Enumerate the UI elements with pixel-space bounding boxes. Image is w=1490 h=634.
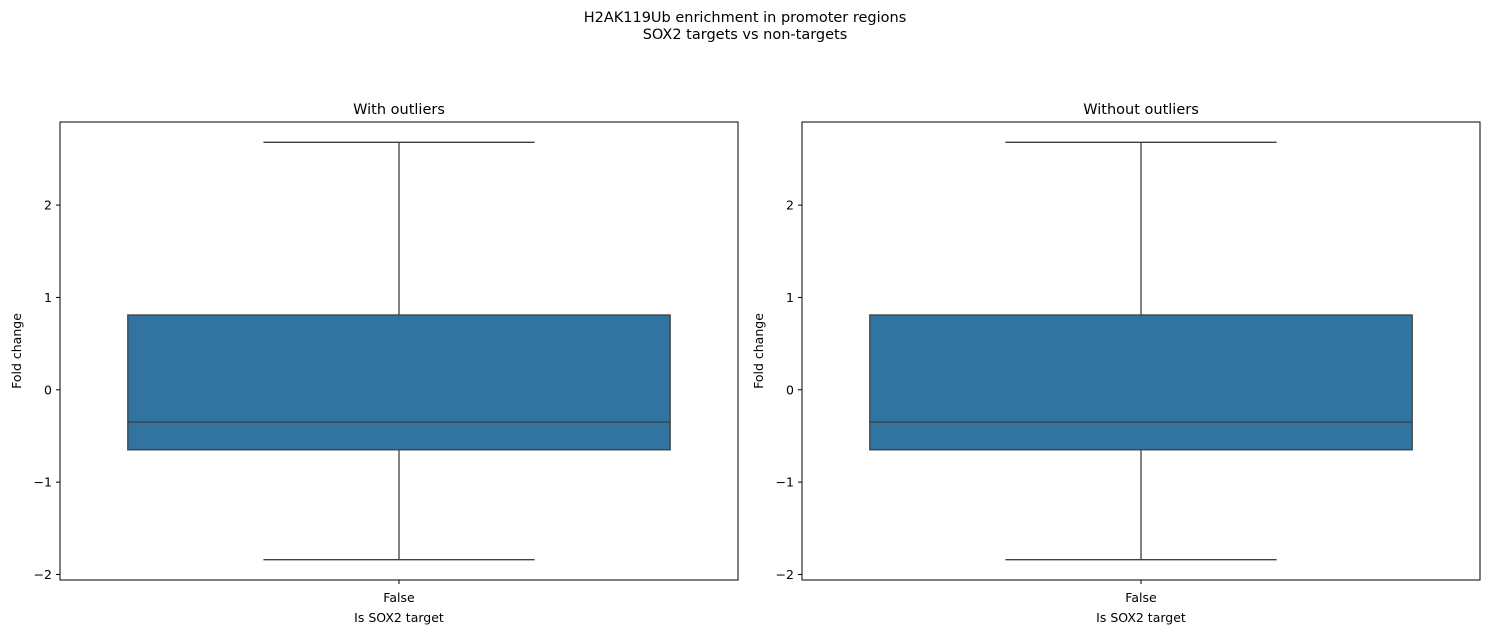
box-iqr xyxy=(127,314,671,451)
axes-frame xyxy=(59,121,739,581)
y-axis-label: Fold change xyxy=(751,313,766,389)
y-tick-label: −2 xyxy=(776,567,794,582)
y-tick-label: −1 xyxy=(776,475,794,490)
boxes xyxy=(869,141,1413,561)
x-axis-label: Is SOX2 target xyxy=(1096,610,1186,625)
y-ticks: −2 −1 0 1 2 xyxy=(34,198,60,582)
box-iqr xyxy=(869,314,1413,451)
x-axis-label: Is SOX2 target xyxy=(354,610,444,625)
x-ticks: False xyxy=(1125,580,1157,605)
panel-with-outliers: With outliers Fold change Is SOX2 target… xyxy=(9,102,739,625)
y-tick-label: −1 xyxy=(34,475,52,490)
y-tick-label: −2 xyxy=(34,567,52,582)
y-tick-label: 0 xyxy=(44,382,52,397)
panel-title: With outliers xyxy=(353,102,445,118)
y-tick-label: 2 xyxy=(44,198,52,213)
x-tick-label: False xyxy=(1125,590,1157,605)
y-tick-label: 1 xyxy=(44,290,52,305)
y-tick-label: 2 xyxy=(786,198,794,213)
y-tick-label: 1 xyxy=(786,290,794,305)
y-tick-label: 0 xyxy=(786,382,794,397)
figure-suptitle-line2: SOX2 targets vs non-targets xyxy=(643,27,848,43)
panel-title: Without outliers xyxy=(1083,102,1199,118)
axes-frame xyxy=(801,121,1481,581)
panel-without-outliers: Without outliers Fold change Is SOX2 tar… xyxy=(751,102,1481,625)
x-ticks: False xyxy=(383,580,415,605)
y-axis-label: Fold change xyxy=(9,313,24,389)
y-ticks: −2 −1 0 1 2 xyxy=(776,198,802,582)
figure-suptitle-line1: H2AK119Ub enrichment in promoter regions xyxy=(584,10,907,26)
boxes xyxy=(127,141,671,561)
x-tick-label: False xyxy=(383,590,415,605)
